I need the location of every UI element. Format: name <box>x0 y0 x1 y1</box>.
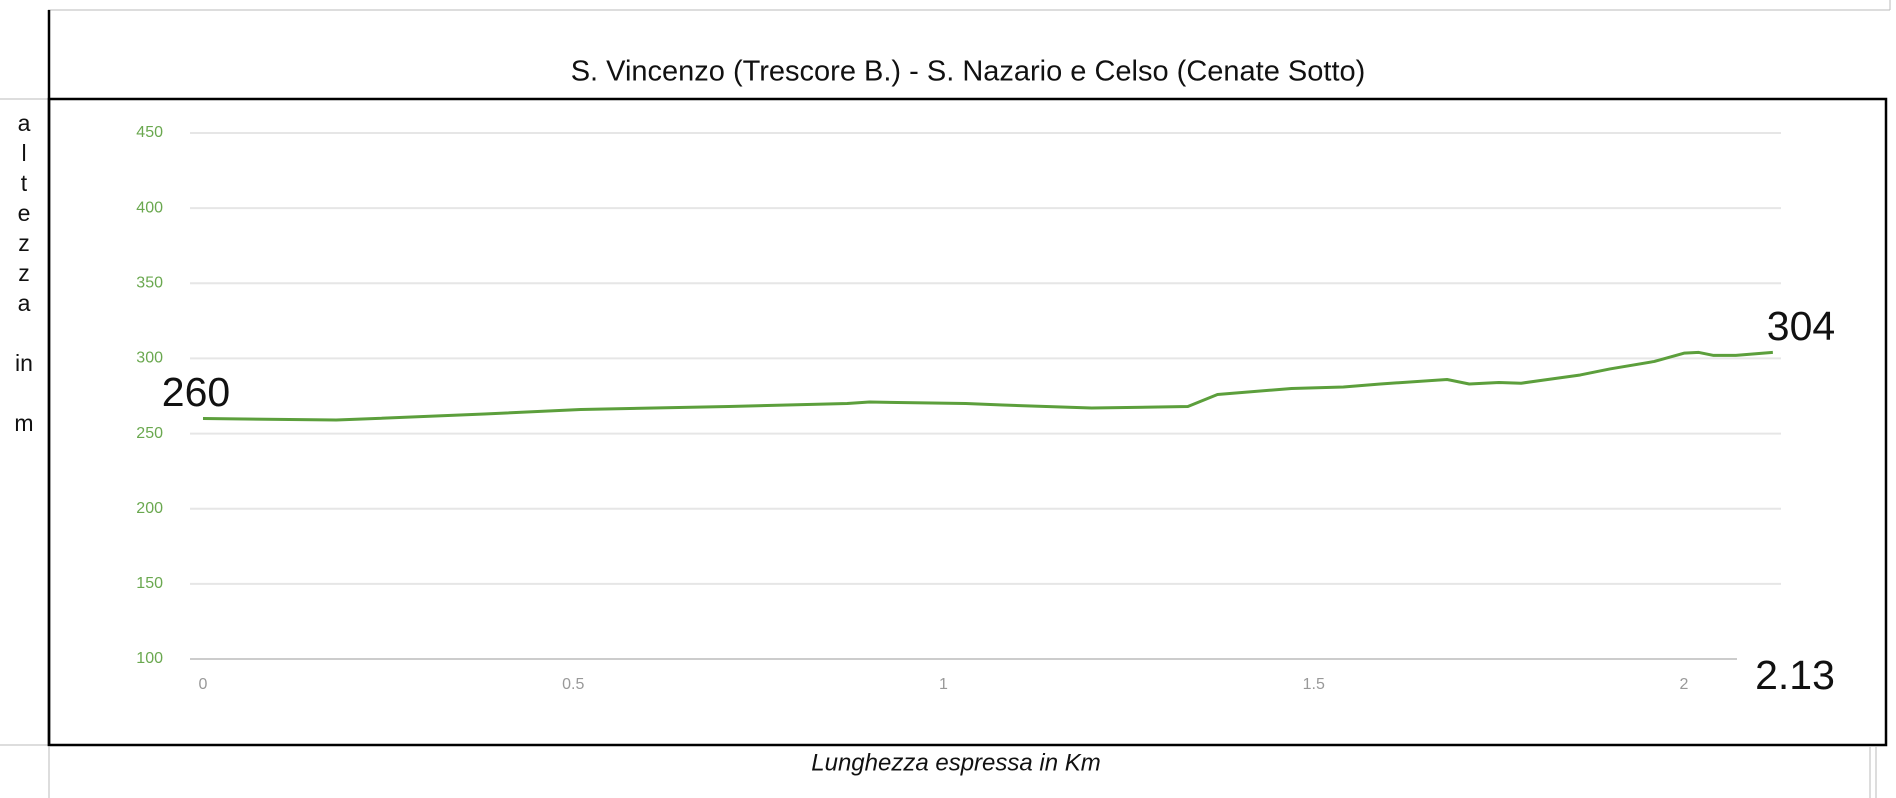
y-axis-label: l <box>21 140 26 166</box>
y-tick-label: 300 <box>136 350 163 367</box>
y-tick-label: 200 <box>136 500 163 517</box>
y-axis-label: m <box>14 410 33 436</box>
y-axis-label: t <box>21 170 28 196</box>
y-axis-label: in <box>15 350 33 376</box>
y-tick-label: 150 <box>136 575 163 592</box>
y-tick-label: 450 <box>136 124 163 141</box>
annotation: 2.13 <box>1755 652 1835 698</box>
y-axis-label: a <box>18 110 31 136</box>
y-axis-label: z <box>18 260 30 286</box>
x-tick-label: 0.5 <box>562 676 584 693</box>
x-axis-label: Lunghezza espressa in Km <box>811 749 1101 776</box>
y-axis-label: e <box>18 200 31 226</box>
chart-title: S. Vincenzo (Trescore B.) - S. Nazario e… <box>571 56 1366 88</box>
x-tick-label: 2 <box>1680 676 1689 693</box>
annotation: 304 <box>1767 303 1835 349</box>
y-axis-label: z <box>18 230 30 256</box>
elevation-line <box>202 350 1773 422</box>
y-tick-label: 100 <box>136 650 163 667</box>
y-tick-label: 250 <box>136 425 163 442</box>
plot-frame <box>47 97 1888 747</box>
y-tick-label: 350 <box>136 275 163 292</box>
y-axis-label: a <box>18 290 31 316</box>
x-tick-label: 1 <box>939 676 948 693</box>
x-tick-label: 0 <box>199 676 208 693</box>
x-tick-label: 1.5 <box>1303 676 1325 693</box>
y-tick-label: 400 <box>136 199 163 216</box>
annotation: 260 <box>162 369 230 415</box>
